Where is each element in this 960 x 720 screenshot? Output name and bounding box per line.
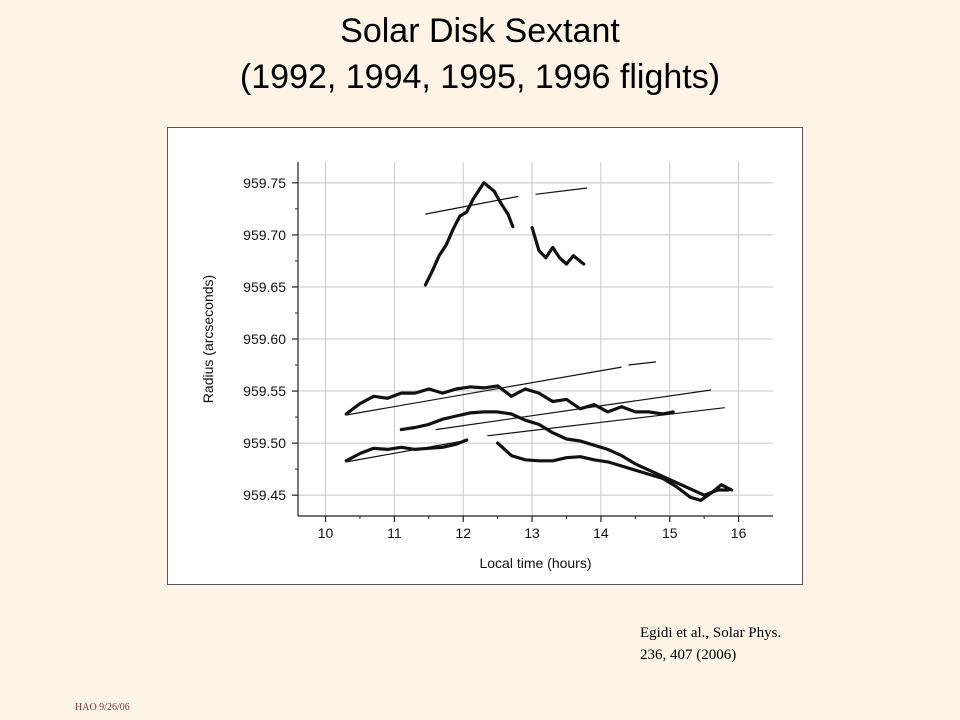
slide-title: Solar Disk Sextant (1992, 1994, 1995, 19… — [0, 8, 960, 100]
figure-frame: 10 11 12 13 14 15 16 959.45 959.50 959.55 959.60 95… — [167, 127, 803, 585]
title-line-2: (1992, 1994, 1995, 1996 flights) — [239, 58, 721, 96]
measured-radius-line — [423, 181, 515, 287]
footer-date: HAO 9/26/06 — [75, 702, 130, 713]
y-axis-title: Radius (arcseconds) — [200, 275, 216, 403]
citation-line-1: Egidi et al., Solar Phys. — [640, 625, 782, 641]
grid-layer — [298, 162, 773, 516]
y-tick-label: 959.70 — [243, 227, 286, 243]
model-fit-line — [487, 407, 725, 437]
x-tick-label: 16 — [731, 525, 747, 541]
measured-radius-line — [344, 438, 469, 463]
y-tick-label: 959.60 — [243, 331, 286, 347]
model-fit-line — [535, 187, 588, 195]
title-line-1: Solar Disk Sextant — [340, 12, 620, 50]
y-tick-label: 959.65 — [243, 279, 286, 295]
model-fit-line — [628, 361, 657, 366]
label-layer: 10 11 12 13 14 15 16 959.45 959.50 959.55 959.60 95… — [200, 175, 747, 571]
x-tick-label: 13 — [524, 525, 540, 541]
citation-line-2: 236, 407 (2006) — [640, 647, 737, 663]
measured-radius-line — [530, 226, 586, 266]
x-tick-label: 11 — [387, 525, 402, 541]
model-fit-line — [346, 440, 464, 463]
x-tick-label: 12 — [455, 525, 471, 541]
measured-radius-line — [496, 441, 734, 502]
measured-radius-line — [344, 384, 675, 416]
y-tick-label: 959.55 — [243, 383, 286, 399]
measured-lines-layer — [344, 181, 734, 502]
y-tick-label: 959.45 — [243, 487, 286, 503]
y-tick-label: 959.50 — [243, 435, 286, 451]
citation: Egidi et al., Solar Phys. 236, 407 (2006… — [640, 622, 781, 666]
measured-radius-line — [399, 410, 730, 497]
x-tick-label: 14 — [593, 525, 609, 541]
model-fit-line — [346, 366, 622, 416]
solar-radius-chart: 10 11 12 13 14 15 16 959.45 959.50 959.55 959.60 95… — [200, 162, 773, 571]
axis-layer — [292, 162, 773, 522]
y-tick-label: 959.75 — [243, 175, 286, 191]
x-axis-title: Local time (hours) — [479, 555, 591, 571]
model-fit-line — [435, 389, 712, 431]
x-tick-label: 15 — [662, 525, 678, 541]
x-tick-label: 10 — [318, 525, 334, 541]
model-lines-layer — [346, 187, 725, 463]
